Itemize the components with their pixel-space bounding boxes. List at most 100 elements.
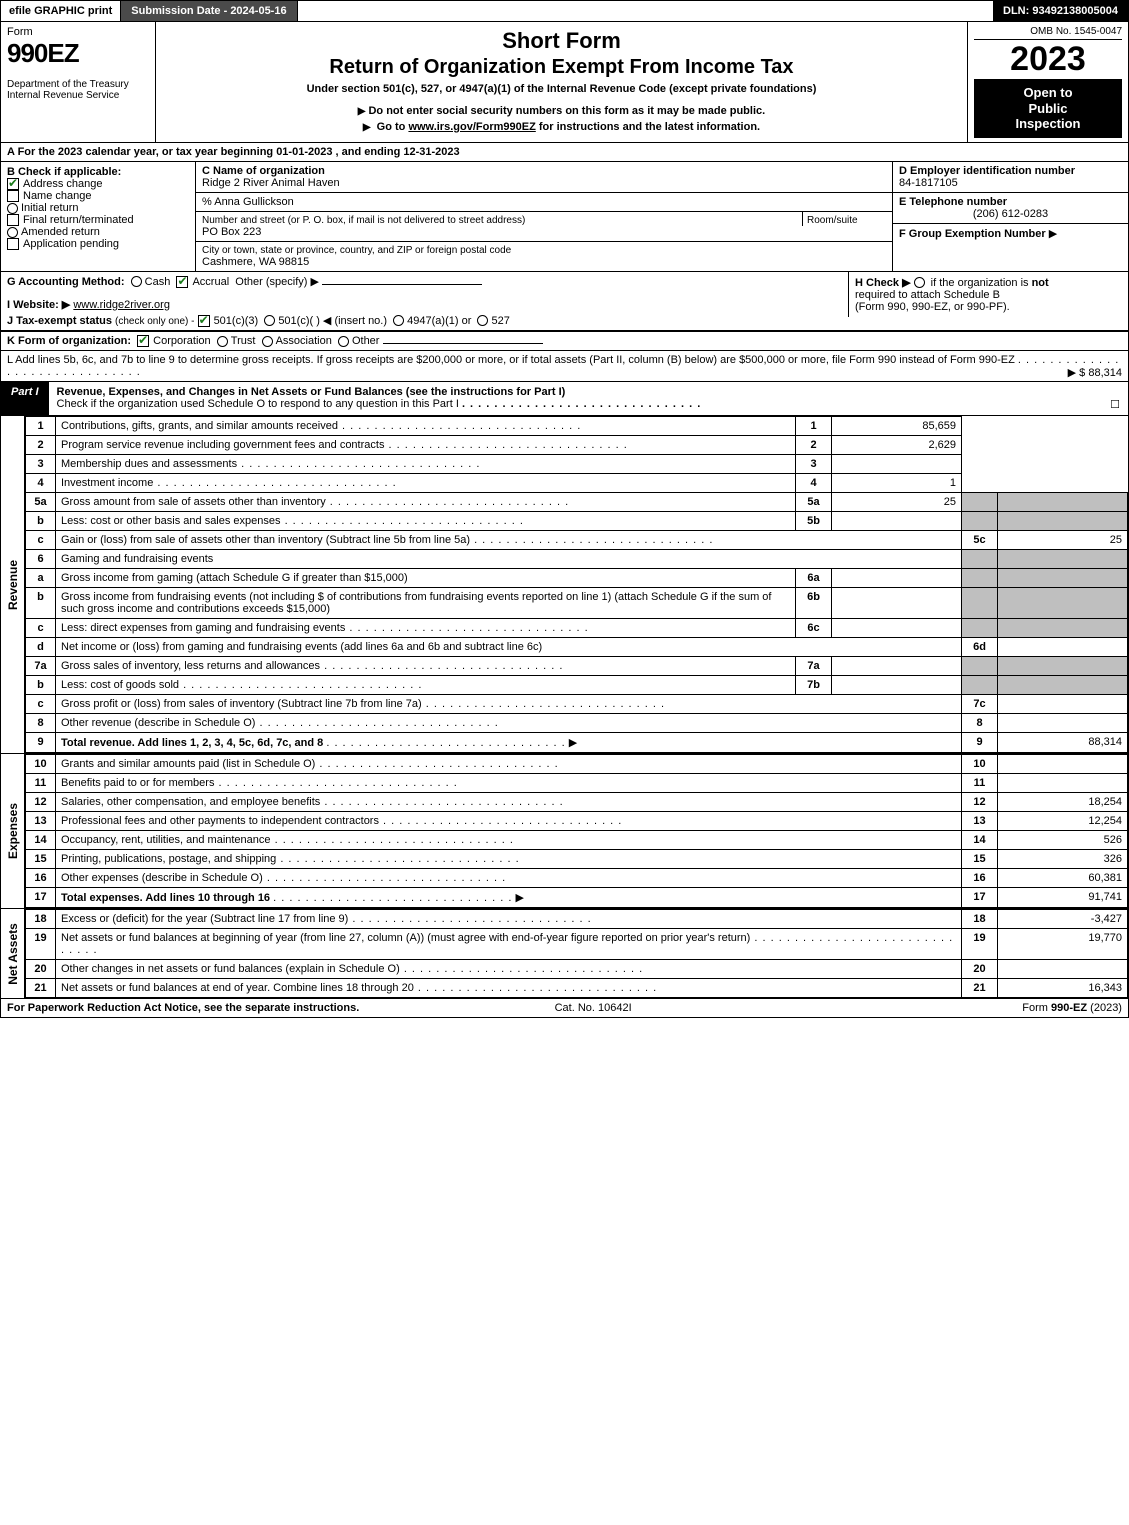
line-5b: bLess: cost or other basis and sales exp… (26, 512, 1128, 531)
radio-icon[interactable] (338, 336, 349, 347)
checkbox-icon[interactable] (7, 178, 19, 190)
k-other-line[interactable] (383, 343, 543, 344)
i-label: I Website: ▶ (7, 299, 70, 311)
checkbox-icon[interactable] (7, 238, 19, 250)
k-label: K Form of organization: (7, 335, 131, 347)
telephone-row: E Telephone number (206) 612-0283 (893, 193, 1128, 224)
k-assoc: Association (276, 335, 332, 347)
part-i-checkbox[interactable]: ☐ (1110, 398, 1120, 411)
radio-icon[interactable] (7, 203, 18, 214)
careof-row: % Anna Gullickson (196, 193, 892, 212)
form-990ez-page: efile GRAPHIC print Submission Date - 20… (0, 0, 1129, 1018)
chk-final-return[interactable]: Final return/terminated (7, 214, 189, 226)
k-other: Other (352, 335, 380, 347)
section-g-h: G Accounting Method: Cash Accrual Other … (1, 272, 1128, 331)
ein-row: D Employer identification number 84-1817… (893, 162, 1128, 193)
line-4: 4Investment income41 (26, 474, 1128, 493)
line-21: 21Net assets or fund balances at end of … (26, 979, 1128, 998)
radio-icon[interactable] (914, 277, 925, 288)
section-h: H Check ▶ if the organization is not req… (848, 272, 1128, 317)
h-text2: required to attach Schedule B (855, 289, 1000, 301)
goto-line: Go to www.irs.gov/Form990EZ for instruct… (166, 121, 957, 133)
short-form-title: Short Form (166, 28, 957, 54)
line-6a: aGross income from gaming (attach Schedu… (26, 569, 1128, 588)
chk-amended-return[interactable]: Amended return (7, 226, 189, 238)
net-assets-section: Net Assets 18Excess or (deficit) for the… (1, 908, 1128, 998)
g-accrual: Accrual (192, 276, 229, 288)
addr-label: Number and street (or P. O. box, if mail… (202, 215, 802, 226)
other-specify-line[interactable] (322, 284, 482, 285)
city-label: City or town, state or province, country… (202, 245, 886, 256)
line-19: 19Net assets or fund balances at beginni… (26, 929, 1128, 960)
section-bcd: B Check if applicable: Address change Na… (1, 162, 1128, 272)
tel-label: E Telephone number (899, 196, 1122, 208)
form-word: Form (7, 26, 149, 38)
h-label: H Check ▶ (855, 277, 911, 289)
line-17: 17Total expenses. Add lines 10 through 1… (26, 888, 1128, 908)
checkbox-icon[interactable] (7, 190, 19, 202)
k-corp: Corporation (153, 335, 210, 347)
goto-post: for instructions and the latest informat… (539, 121, 760, 133)
line-20: 20Other changes in net assets or fund ba… (26, 960, 1128, 979)
checkbox-icon[interactable] (198, 315, 210, 327)
radio-icon[interactable] (393, 315, 404, 326)
line-5a: 5aGross amount from sale of assets other… (26, 493, 1128, 512)
line-7a: 7aGross sales of inventory, less returns… (26, 657, 1128, 676)
radio-icon[interactable] (131, 276, 142, 287)
section-l: L Add lines 5b, 6c, and 7b to line 9 to … (1, 350, 1128, 381)
line-9: 9Total revenue. Add lines 1, 2, 3, 4, 5c… (26, 733, 1128, 753)
h-not: not (1032, 277, 1049, 289)
line-6b: bGross income from fundraising events (n… (26, 588, 1128, 619)
part-i-header: Part I Revenue, Expenses, and Changes in… (1, 381, 1128, 415)
part-i-sub: Check if the organization used Schedule … (57, 398, 459, 410)
chk-application-pending[interactable]: Application pending (7, 238, 189, 250)
radio-icon[interactable] (262, 336, 273, 347)
checkbox-icon[interactable] (176, 276, 188, 288)
org-name-row: C Name of organization Ridge 2 River Ani… (196, 162, 892, 193)
under-section-text: Under section 501(c), 527, or 4947(a)(1)… (166, 83, 957, 95)
line-2: 2Program service revenue including gover… (26, 436, 1128, 455)
part-i-title-wrap: Revenue, Expenses, and Changes in Net As… (49, 382, 1128, 415)
dln-label: DLN: 93492138005004 (993, 1, 1128, 21)
j-label: J Tax-exempt status (7, 315, 112, 327)
chk-initial-return[interactable]: Initial return (7, 202, 189, 214)
return-title: Return of Organization Exempt From Incom… (166, 56, 957, 79)
group-exemption-row: F Group Exemption Number ▶ (893, 224, 1128, 243)
checkbox-icon[interactable] (7, 214, 19, 226)
g-label: G Accounting Method: (7, 276, 125, 288)
part-i-tag: Part I (1, 382, 49, 415)
section-b-header: B Check if applicable: (7, 166, 189, 178)
j-527: 527 (491, 315, 509, 327)
org-name: Ridge 2 River Animal Haven (202, 177, 886, 189)
section-b: B Check if applicable: Address change Na… (1, 162, 196, 271)
g-cash: Cash (145, 276, 171, 288)
section-g: G Accounting Method: Cash Accrual Other … (7, 275, 854, 327)
part-i-title-note: (see the instructions for Part I) (406, 386, 566, 398)
j-501c: 501(c)( ) ◀ (insert no.) (278, 315, 387, 327)
line-7c: cGross profit or (loss) from sales of in… (26, 695, 1128, 714)
net-assets-vlabel: Net Assets (1, 909, 25, 998)
radio-icon[interactable] (264, 315, 275, 326)
revenue-section: Revenue 1Contributions, gifts, grants, a… (1, 415, 1128, 753)
tel-value: (206) 612-0283 (899, 208, 1122, 220)
j-4947: 4947(a)(1) or (407, 315, 471, 327)
chk-address-change[interactable]: Address change (7, 178, 189, 190)
line-12: 12Salaries, other compensation, and empl… (26, 793, 1128, 812)
radio-icon[interactable] (477, 315, 488, 326)
line-18: 18Excess or (deficit) for the year (Subt… (26, 910, 1128, 929)
efile-print-label[interactable]: efile GRAPHIC print (1, 1, 121, 21)
goto-link[interactable]: www.irs.gov/Form990EZ (408, 121, 535, 133)
page-footer: For Paperwork Reduction Act Notice, see … (1, 998, 1128, 1017)
radio-icon[interactable] (217, 336, 228, 347)
line-16: 16Other expenses (describe in Schedule O… (26, 869, 1128, 888)
checkbox-icon[interactable] (137, 335, 149, 347)
cat-no: Cat. No. 10642I (555, 1002, 632, 1014)
section-k: K Form of organization: Corporation Trus… (1, 331, 1128, 350)
radio-icon[interactable] (7, 227, 18, 238)
k-trust: Trust (231, 335, 256, 347)
top-bar: efile GRAPHIC print Submission Date - 20… (1, 1, 1128, 22)
revenue-vlabel: Revenue (1, 416, 25, 753)
website-value[interactable]: www.ridge2river.org (73, 299, 170, 311)
expenses-table: 10Grants and similar amounts paid (list … (25, 754, 1128, 908)
chk-name-change[interactable]: Name change (7, 190, 189, 202)
